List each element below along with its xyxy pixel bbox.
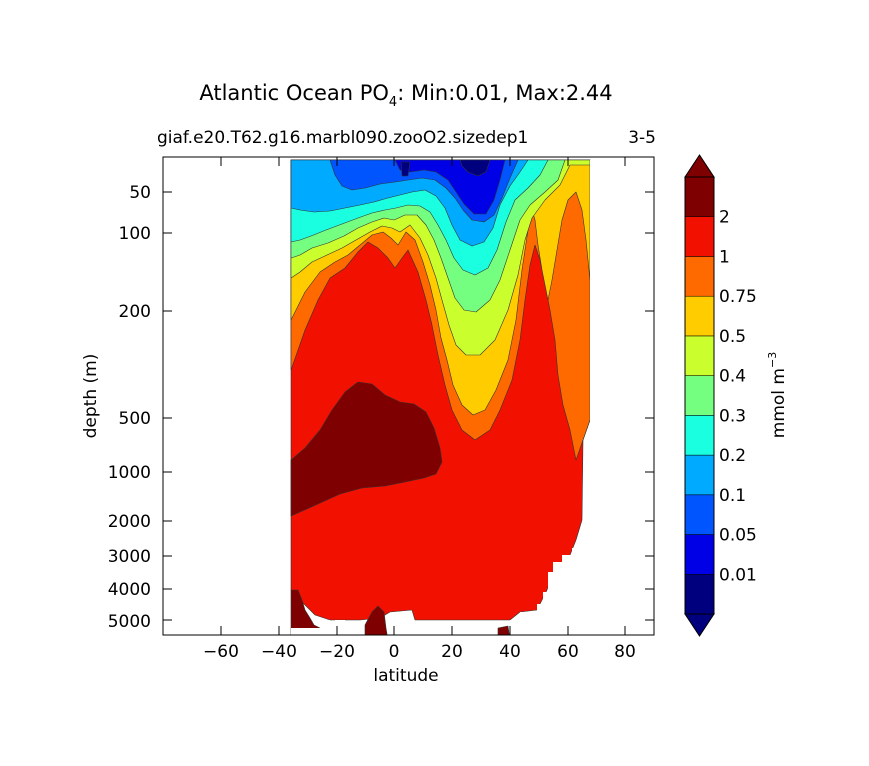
plot-frame (162, 156, 655, 636)
colorbar-segment (684, 415, 715, 456)
x-tick-label: 80 (614, 642, 636, 662)
y-tick-label: 2000 (108, 512, 151, 532)
chart-title: Atlantic Ocean PO4: Min:0.01, Max:2.44 (199, 81, 612, 110)
colorbar-segment (684, 574, 715, 615)
chart-subtitle-left: giaf.e20.T62.g16.marbl090.zooO2.sizedep1 (157, 128, 528, 148)
band-below-001 (459, 159, 491, 177)
x-axis-label: latitude (373, 666, 438, 686)
colorbar-segment (684, 176, 715, 217)
x-tick-label: 40 (499, 642, 521, 662)
colorbar: 0.01 0.05 0.1 0.2 0.3 0.4 0.5 0.75 1 2 mmol m−3 (684, 154, 789, 637)
colorbar-segment (684, 216, 715, 257)
band-above-2-bottom-a (290, 589, 324, 635)
x-tick-label: 20 (441, 642, 463, 662)
x-axis: −60 −40 −20 0 20 40 60 80 latitude (203, 157, 636, 686)
colorbar-extend-max (684, 154, 715, 178)
colorbar-segment (684, 295, 715, 337)
colorbar-tick-label: 0.75 (719, 287, 757, 307)
y-tick-label: 1000 (108, 463, 151, 483)
colorbar-tick-label: 0.01 (719, 565, 757, 585)
colorbar-tick-label: 2 (719, 208, 730, 228)
colorbar-segment (684, 335, 715, 376)
y-tick-label: 5000 (108, 612, 151, 632)
y-tick-label: 50 (129, 183, 151, 203)
y-tick-label: 500 (119, 409, 151, 429)
y-tick-label: 4000 (108, 580, 151, 600)
y-axis-label: depth (m) (81, 354, 101, 439)
y-tick-label: 200 (119, 302, 151, 322)
colorbar-tick-label: 0.1 (719, 486, 746, 506)
colorbar-segment (684, 454, 715, 496)
x-tick-label: 60 (557, 642, 579, 662)
x-tick-label: −40 (261, 642, 297, 662)
y-tick-label: 100 (119, 224, 151, 244)
band-above-2-core (290, 381, 443, 517)
colorbar-frame (684, 176, 715, 615)
x-tick-label: 0 (389, 642, 400, 662)
colorbar-extend-min (684, 613, 715, 637)
colorbar-tick-label: 0.5 (719, 327, 746, 347)
colorbar-segment (684, 534, 715, 575)
colorbar-tick-label: 0.3 (719, 406, 746, 426)
colorbar-ticks: 0.01 0.05 0.1 0.2 0.3 0.4 0.5 0.75 1 2 (719, 208, 757, 586)
colorbar-segment (684, 256, 715, 297)
x-tick-label: −20 (319, 642, 355, 662)
x-tick-label: −60 (203, 642, 239, 662)
band-above-2-bottom-c (497, 625, 510, 635)
colorbar-segments (684, 176, 715, 615)
bathymetry-mask (291, 160, 654, 635)
y-tick-label: 3000 (108, 547, 151, 567)
chart-subtitle-right: 3-5 (628, 128, 656, 148)
colorbar-tick-label: 0.05 (719, 526, 757, 546)
band-below-001-b (400, 161, 411, 177)
y-axis: 50 100 200 500 1000 2000 3000 4000 5000 … (81, 183, 654, 632)
contour-field (290, 159, 654, 635)
colorbar-tick-label: 1 (719, 247, 730, 267)
colorbar-segment (684, 494, 715, 535)
colorbar-tick-label: 0.4 (719, 367, 746, 387)
colorbar-label: mmol m−3 (766, 352, 789, 438)
band-above-2-bottom-b (364, 605, 388, 635)
colorbar-segment (684, 375, 715, 416)
colorbar-tick-label: 0.2 (719, 446, 746, 466)
